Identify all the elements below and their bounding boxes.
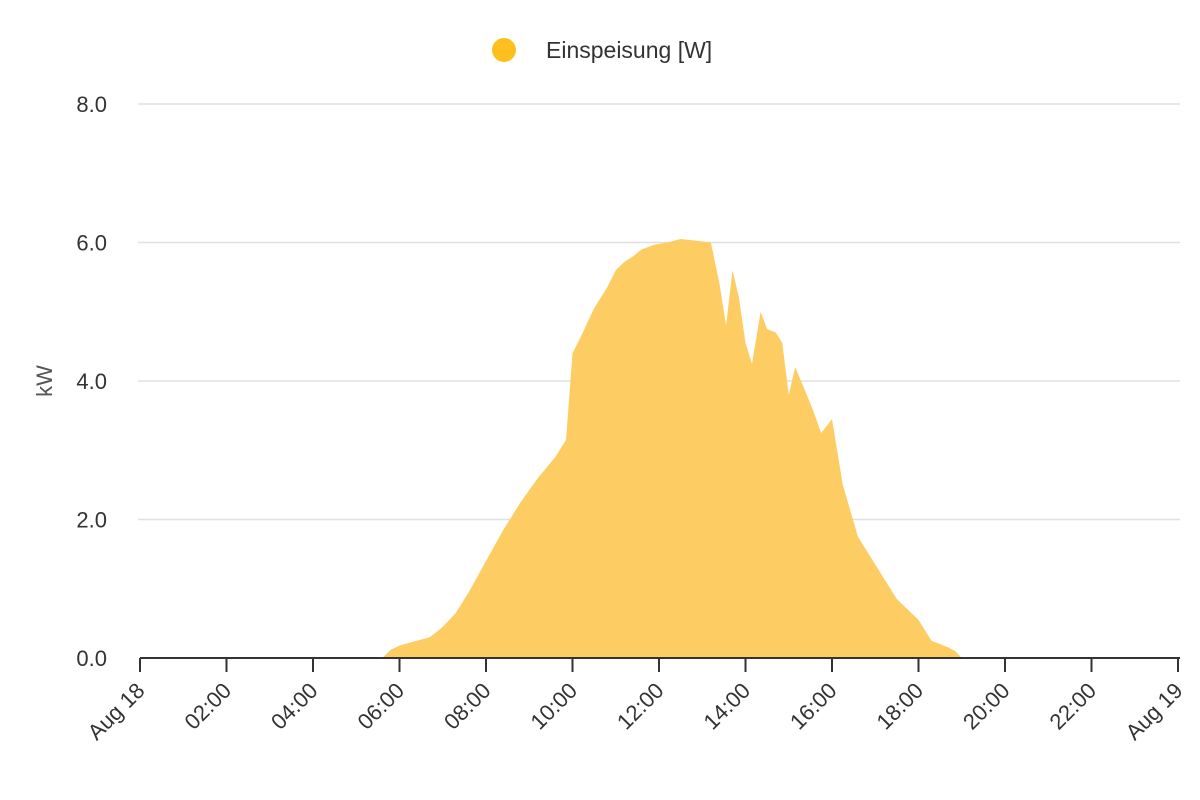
x-tick-label: 10:00 bbox=[525, 678, 582, 735]
series-area-layer bbox=[140, 239, 1178, 659]
x-tick-label: 16:00 bbox=[785, 678, 842, 735]
legend-marker[interactable] bbox=[492, 38, 516, 62]
x-tick-label: 08:00 bbox=[439, 678, 496, 735]
y-tick-label: 4.0 bbox=[76, 369, 107, 394]
y-axis-ticks: 0.0 2.0 4.0 6.0 8.0 bbox=[76, 92, 107, 671]
x-tick-label: Aug 18 bbox=[83, 678, 150, 745]
y-tick-label: 2.0 bbox=[76, 508, 107, 533]
x-tick-label: 20:00 bbox=[958, 678, 1015, 735]
x-tick-label: 22:00 bbox=[1044, 678, 1101, 735]
legend[interactable]: Einspeisung [W] bbox=[492, 37, 712, 63]
x-tick-label: 06:00 bbox=[352, 678, 409, 735]
x-tick-label: Aug 19 bbox=[1121, 678, 1188, 745]
x-tick-label: 04:00 bbox=[266, 678, 323, 735]
y-tick-label: 0.0 bbox=[76, 646, 107, 671]
x-tick-label: 14:00 bbox=[698, 678, 755, 735]
legend-label-einspeisung[interactable]: Einspeisung [W] bbox=[546, 37, 712, 63]
x-axis-ticks: Aug 18 02:00 04:00 06:00 08:00 10:00 12:00 14:0… bbox=[83, 658, 1188, 745]
y-tick-label: 6.0 bbox=[76, 231, 107, 256]
y-axis-title: kW bbox=[32, 365, 57, 397]
x-tick-label: 02:00 bbox=[179, 678, 236, 735]
y-tick-label: 8.0 bbox=[76, 92, 107, 117]
x-tick-label: 12:00 bbox=[612, 678, 669, 735]
x-tick-label: 18:00 bbox=[871, 678, 928, 735]
series-area-0[interactable] bbox=[140, 239, 1178, 659]
